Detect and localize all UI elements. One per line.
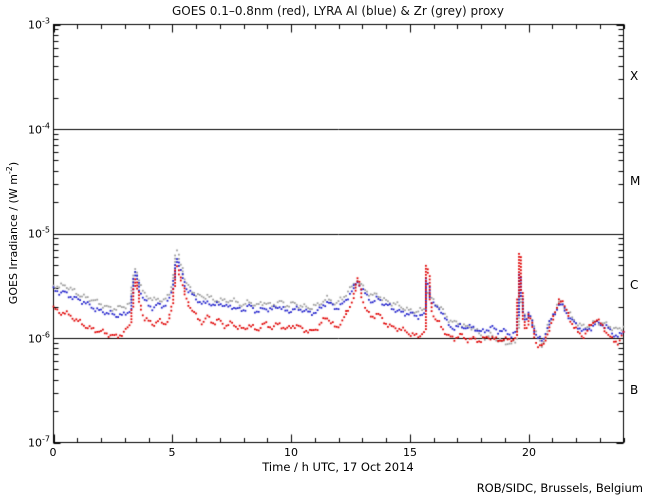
y-tick-exp: -3 [42, 16, 50, 26]
y-tick-base: 10 [28, 332, 43, 346]
y-tick-base: 10 [28, 227, 43, 241]
y-tick-base: 10 [28, 18, 43, 32]
y-tick-exp: -4 [42, 121, 50, 131]
x-tick-label-20: 20 [522, 446, 536, 459]
y-tick-base: 10 [28, 123, 43, 137]
x-axis-label: Time / h UTC, 17 Oct 2014 [262, 460, 414, 474]
flare-class-label-x: X [630, 69, 639, 83]
flare-class-label-b: B [630, 383, 639, 397]
y-axis-label-exponent: -2 [5, 166, 15, 175]
y-tick-exp: -6 [42, 330, 50, 340]
y-tick-label-1e-3: 10-3 [14, 16, 50, 32]
y-tick-label-1e-6: 10-6 [14, 330, 50, 346]
x-tick-label-10: 10 [284, 446, 298, 459]
x-tick-label-15: 15 [403, 446, 417, 459]
x-tick-label-5: 5 [168, 446, 176, 459]
chart-title: GOES 0.1–0.8nm (red), LYRA Al (blue) & Z… [171, 4, 505, 18]
y-tick-label-1e-4: 10-4 [14, 121, 50, 137]
y-tick-label-1e-5: 10-5 [14, 225, 50, 241]
flare-class-label-m: M [630, 174, 641, 188]
y-tick-exp: -7 [42, 434, 50, 444]
flare-class-label-c: C [630, 278, 639, 292]
y-tick-base: 10 [28, 436, 43, 450]
credit-text: ROB/SIDC, Brussels, Belgium [476, 481, 643, 495]
y-axis-label-suffix: ) [6, 161, 20, 167]
y-tick-exp: -5 [42, 225, 50, 235]
y-tick-label-1e-7: 10-7 [14, 434, 50, 450]
x-tick-label-0: 0 [49, 446, 57, 459]
